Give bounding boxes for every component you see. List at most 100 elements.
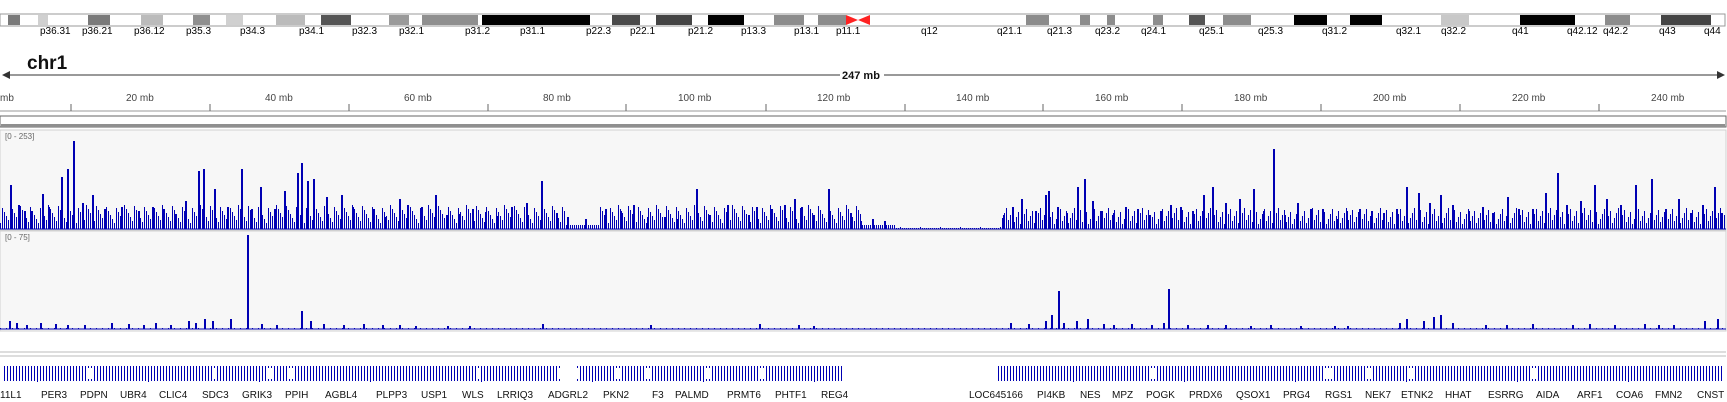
track1-bar — [1220, 217, 1221, 229]
track1-bar — [1476, 223, 1477, 229]
track2-bar — [1182, 328, 1183, 329]
track2-peak — [1704, 321, 1706, 329]
gene-block — [1235, 366, 1236, 381]
gene-block — [22, 366, 23, 381]
track1-bar — [452, 215, 453, 229]
gene-block — [109, 366, 110, 381]
track2-bar — [498, 328, 499, 329]
track2-bar — [288, 328, 289, 329]
track1-peak — [1310, 209, 1312, 229]
track1-bar — [1258, 224, 1259, 229]
track2-bar — [18, 328, 19, 329]
track1-bar — [1362, 219, 1363, 229]
gene-block — [814, 366, 815, 382]
track1-bar — [1630, 212, 1631, 229]
track1-bar — [334, 207, 335, 229]
gene-block — [385, 366, 386, 381]
gene-block — [835, 366, 836, 381]
track1-bar — [1100, 211, 1101, 229]
track2-bar — [930, 328, 931, 329]
gene-blocks — [4, 366, 1722, 382]
track2-peak — [1589, 324, 1591, 329]
track1-bar — [1700, 224, 1701, 229]
track1-bar — [1600, 219, 1601, 229]
gene-block — [793, 366, 794, 381]
track1-peak — [260, 187, 262, 229]
gene-block — [391, 366, 392, 381]
band-label: q25.3 — [1258, 26, 1283, 37]
track2-bar — [786, 328, 787, 329]
track2-bar — [108, 328, 109, 329]
gene-block — [163, 366, 164, 381]
track1-bar — [682, 219, 683, 229]
track1-bar — [194, 212, 195, 229]
gene-block — [511, 366, 512, 381]
track1-bar — [1330, 214, 1331, 229]
track1-bar — [46, 220, 47, 229]
track1-peak — [1263, 211, 1265, 229]
gene-label: 11L1 — [0, 390, 22, 401]
track2-bar — [1428, 328, 1429, 329]
track1-bar — [368, 218, 369, 229]
track1-peak — [1594, 185, 1596, 229]
track1-bar — [456, 223, 457, 229]
track1-bar — [1158, 219, 1159, 229]
gene-block — [1265, 366, 1266, 381]
track1-bar — [1692, 210, 1693, 229]
track1-bar — [1674, 221, 1675, 229]
track1-peak — [104, 209, 106, 229]
track1-peak — [1396, 209, 1398, 229]
gene-block — [1097, 366, 1098, 381]
track1-peak — [872, 219, 874, 229]
track1-bar — [1412, 213, 1413, 229]
track1-bar — [1442, 223, 1443, 229]
track1-bar — [674, 222, 675, 229]
track1-bar — [52, 213, 53, 229]
gene-block — [490, 366, 491, 381]
gene-label: UBR4 — [120, 390, 147, 401]
track2-bar — [60, 328, 61, 329]
gene-block — [244, 366, 245, 381]
track2-peak — [195, 323, 197, 329]
track2-bar — [978, 328, 979, 329]
track2-bar — [1308, 328, 1309, 329]
band-label: q44 — [1704, 26, 1721, 37]
track1-bar — [588, 225, 589, 229]
track1-bar — [694, 205, 695, 229]
gene-block — [1109, 366, 1110, 381]
gene-label: PRG4 — [1283, 390, 1311, 401]
track1-peak — [1273, 149, 1275, 229]
track2-peak — [16, 323, 18, 329]
track1-bar — [550, 221, 551, 229]
track1-bar — [474, 221, 475, 229]
track1-bar — [1574, 216, 1575, 229]
gene-block — [1076, 366, 1077, 381]
track2-bar — [732, 328, 733, 329]
track1-bar — [1528, 212, 1529, 229]
gene-label: USP1 — [421, 390, 448, 401]
track1-bar — [1112, 215, 1113, 229]
track1-bar — [200, 205, 201, 229]
track1-bar — [1590, 210, 1591, 229]
gene-block — [631, 366, 632, 381]
track1-bar — [1062, 221, 1063, 229]
track1-bar — [618, 205, 619, 229]
track1-bar — [430, 209, 431, 229]
gene-block — [685, 366, 686, 381]
gene-block — [1295, 366, 1296, 382]
gene-block — [31, 366, 32, 381]
track1-bar — [592, 225, 593, 229]
track2-peak — [363, 324, 365, 329]
track2-bar — [354, 328, 355, 329]
gene-block — [352, 366, 353, 381]
track1-bar — [1724, 215, 1725, 229]
track2-bar — [1074, 328, 1075, 329]
track1-bar — [1182, 210, 1183, 229]
gene-block — [199, 366, 200, 381]
gene-block — [172, 366, 173, 381]
track1-bar — [1128, 209, 1129, 229]
track2-bar — [1386, 328, 1387, 329]
gene-block — [61, 366, 62, 381]
gene-block — [1187, 366, 1188, 381]
track1-peak — [307, 181, 309, 229]
